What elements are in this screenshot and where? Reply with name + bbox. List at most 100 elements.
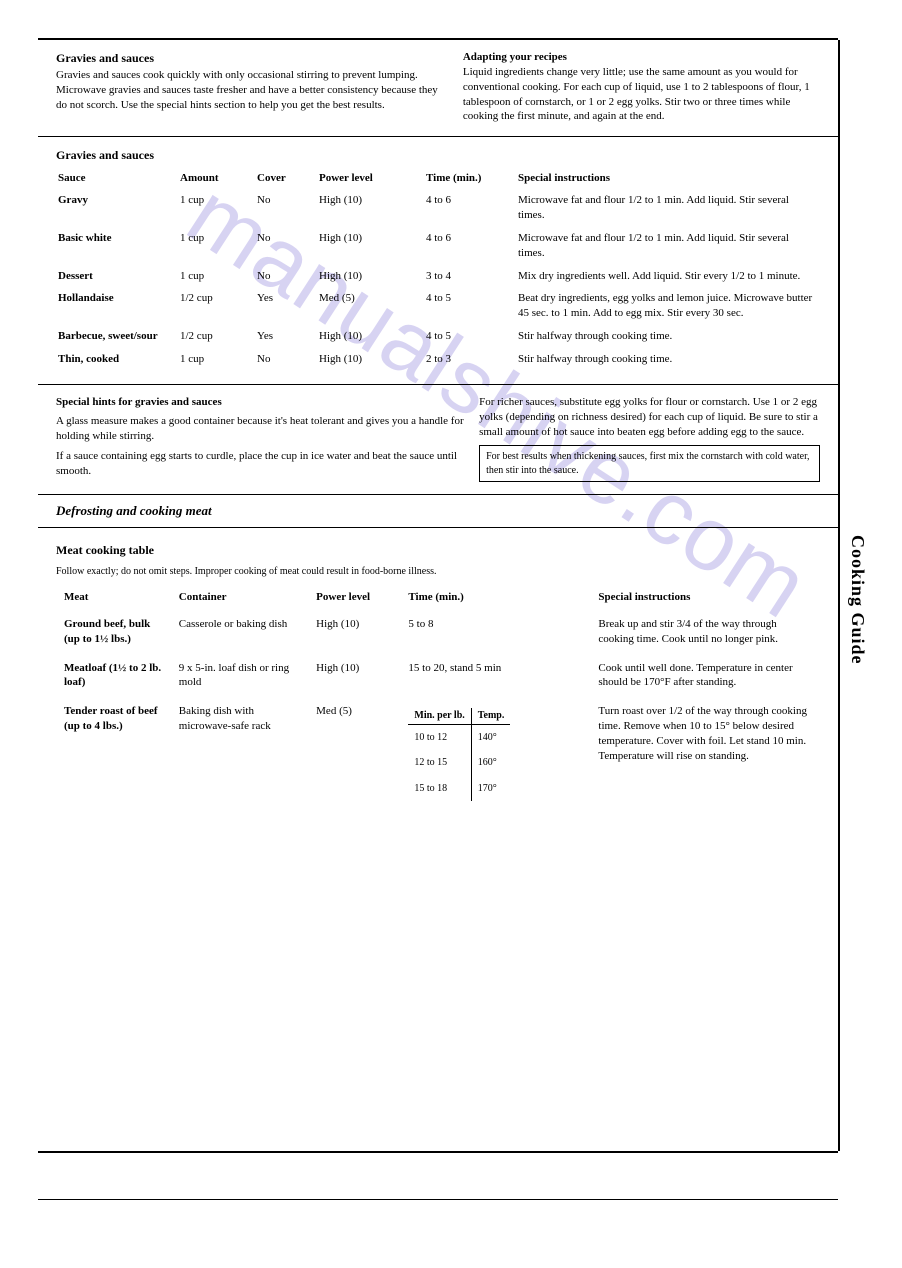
sauces-intro: Gravies and sauces Gravies and sauces co… (38, 40, 838, 137)
cell-container: 9 x 5-in. loaf dish or ring mold (173, 655, 308, 697)
table-row: Basic white1 cupNoHigh (10)4 to 6Microwa… (58, 228, 818, 264)
cell: Barbecue, sweet/sour (58, 326, 178, 347)
hints-title: Special hints for gravies and sauces (56, 395, 465, 410)
adapting-heading: Adapting your recipes (463, 50, 820, 65)
cell: Yes (257, 288, 317, 324)
side-tab: Cooking Guide (847, 535, 868, 665)
cell-power: High (10) (310, 655, 400, 697)
cell: 3 to 4 (426, 266, 516, 287)
cell: No (257, 266, 317, 287)
right-border (838, 40, 840, 1151)
mcol-meat: Meat (58, 586, 171, 609)
table-row: Meatloaf (1½ to 2 lb. loaf)9 x 5-in. loa… (58, 655, 818, 697)
meat-title: Meat cooking table (56, 542, 820, 558)
cell: 4 to 6 (426, 228, 516, 264)
page-frame: Cooking Guide Gravies and sauces Gravies… (38, 38, 838, 1153)
cell: No (257, 228, 317, 264)
cell: High (10) (319, 349, 424, 370)
defrost-heading: Defrosting and cooking meat (38, 495, 838, 528)
cell-time: 15 to 20, stand 5 min (402, 655, 590, 697)
sauces-table-section: Gravies and sauces Sauce Amount Cover Po… (38, 137, 838, 385)
cell: High (10) (319, 266, 424, 287)
cell: 1/2 cup (180, 326, 255, 347)
cell: 1 cup (180, 349, 255, 370)
cell: Microwave fat and flour 1/2 to 1 min. Ad… (518, 190, 818, 226)
mini-head: Temp. (471, 708, 510, 724)
footer-rule (38, 1199, 838, 1200)
sauces-intro-text: Gravies and sauces cook quickly with onl… (56, 68, 449, 113)
hint-1: If a sauce containing egg starts to curd… (56, 449, 465, 479)
meat-table: Meat Container Power level Time (min.) S… (56, 584, 820, 809)
sauces-table-heading: Gravies and sauces (56, 147, 820, 163)
table-row: Thin, cooked1 cupNoHigh (10)2 to 3Stir h… (58, 349, 818, 370)
cell: No (257, 349, 317, 370)
cell: 1/2 cup (180, 288, 255, 324)
cell: Beat dry ingredients, egg yolks and lemo… (518, 288, 818, 324)
sauces-hints: Special hints for gravies and sauces A g… (38, 385, 838, 496)
col-instr: Special instructions (518, 171, 818, 188)
sauces-table: Sauce Amount Cover Power level Time (min… (56, 169, 820, 371)
col-sauce: Sauce (58, 171, 178, 188)
mcol-power: Power level (310, 586, 400, 609)
mini-cell: 10 to 12 (408, 724, 471, 750)
table-row: Ground beef, bulk (up to 1½ lbs.)Cassero… (58, 611, 818, 653)
mini-head: Min. per lb. (408, 708, 471, 724)
col-cover: Cover (257, 171, 317, 188)
mcol-instr: Special instructions (592, 586, 818, 609)
mini-cell: 140° (471, 724, 510, 750)
cell-instr: Cook until well done. Temperature in cen… (592, 655, 818, 697)
cell: 4 to 5 (426, 326, 516, 347)
cell-power: High (10) (310, 611, 400, 653)
meat-subtitle: Follow exactly; do not omit steps. Impro… (56, 565, 820, 579)
mini-table: Min. per lb.Temp.10 to 12140°12 to 15160… (408, 708, 510, 801)
cell: Stir halfway through cooking time. (518, 326, 818, 347)
cell: 4 to 5 (426, 288, 516, 324)
sauces-intro-title: Gravies and sauces (56, 50, 449, 66)
cell: No (257, 190, 317, 226)
cell-power: Med (5) (310, 698, 400, 807)
cell: High (10) (319, 326, 424, 347)
cell-container: Baking dish with microwave-safe rack (173, 698, 308, 807)
mini-cell: 12 to 15 (408, 750, 471, 776)
cell: Gravy (58, 190, 178, 226)
cell-container: Casserole or baking dish (173, 611, 308, 653)
table-row: Hollandaise1/2 cupYesMed (5)4 to 5Beat d… (58, 288, 818, 324)
cell-instr: Break up and stir 3/4 of the way through… (592, 611, 818, 653)
cell: Basic white (58, 228, 178, 264)
cell: High (10) (319, 190, 424, 226)
adapting-text: Liquid ingredients change very little; u… (463, 65, 820, 124)
cell: Microwave fat and flour 1/2 to 1 min. Ad… (518, 228, 818, 264)
cell: Mix dry ingredients well. Add liquid. St… (518, 266, 818, 287)
cell: Med (5) (319, 288, 424, 324)
hint-2: For richer sauces, substitute egg yolks … (479, 395, 820, 440)
meat-section: Meat cooking table Follow exactly; do no… (38, 528, 838, 821)
col-amount: Amount (180, 171, 255, 188)
table-row: Gravy1 cupNoHigh (10)4 to 6Microwave fat… (58, 190, 818, 226)
col-time: Time (min.) (426, 171, 516, 188)
cell-time: Min. per lb.Temp.10 to 12140°12 to 15160… (402, 698, 590, 807)
table-row: Barbecue, sweet/sour1/2 cupYesHigh (10)4… (58, 326, 818, 347)
cell-meat: Ground beef, bulk (up to 1½ lbs.) (58, 611, 171, 653)
hint-box: For best results when thickening sauces,… (479, 445, 820, 482)
cell: 4 to 6 (426, 190, 516, 226)
mcol-time: Time (min.) (402, 586, 590, 609)
cell: High (10) (319, 228, 424, 264)
cell: Thin, cooked (58, 349, 178, 370)
cell: Hollandaise (58, 288, 178, 324)
col-power: Power level (319, 171, 424, 188)
cell-instr: Turn roast over 1/2 of the way through c… (592, 698, 818, 807)
cell: 1 cup (180, 228, 255, 264)
cell-time: 5 to 8 (402, 611, 590, 653)
mcol-container: Container (173, 586, 308, 609)
cell: 1 cup (180, 190, 255, 226)
cell-meat: Tender roast of beef (up to 4 lbs.) (58, 698, 171, 807)
mini-cell: 15 to 18 (408, 776, 471, 802)
cell: Yes (257, 326, 317, 347)
cell: 2 to 3 (426, 349, 516, 370)
cell: Dessert (58, 266, 178, 287)
cell: 1 cup (180, 266, 255, 287)
table-row: Tender roast of beef (up to 4 lbs.)Bakin… (58, 698, 818, 807)
mini-cell: 160° (471, 750, 510, 776)
cell-meat: Meatloaf (1½ to 2 lb. loaf) (58, 655, 171, 697)
cell: Stir halfway through cooking time. (518, 349, 818, 370)
